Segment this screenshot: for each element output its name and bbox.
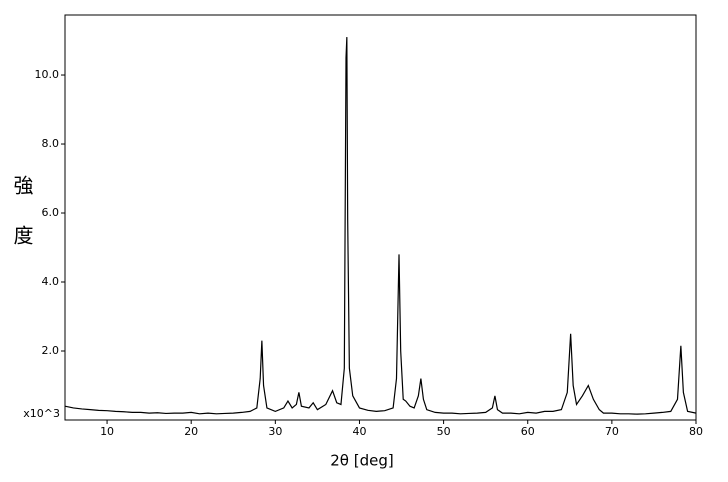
x-tick-label: 40 <box>352 425 366 438</box>
y-tick-label: 8.0 <box>42 137 60 150</box>
x-tick-label: 70 <box>605 425 619 438</box>
y-axis-label: 強度 <box>10 175 34 275</box>
y-tick-label: 4.0 <box>42 275 60 288</box>
y-tick-label: 10.0 <box>35 68 60 81</box>
x-tick-label: 80 <box>689 425 703 438</box>
x-tick-label: 60 <box>521 425 535 438</box>
x-tick-label: 10 <box>100 425 114 438</box>
x-tick-label: 30 <box>268 425 282 438</box>
plot-frame <box>64 14 697 421</box>
data-line <box>64 37 697 415</box>
x-tick-label: 50 <box>437 425 451 438</box>
x-tick-label: 20 <box>184 425 198 438</box>
y-tick-label: 6.0 <box>42 206 60 219</box>
y-unit-label: x10^3 <box>23 407 60 420</box>
y-tick-label: 2.0 <box>42 344 60 357</box>
x-axis-label: 2θ [deg] <box>330 452 393 470</box>
